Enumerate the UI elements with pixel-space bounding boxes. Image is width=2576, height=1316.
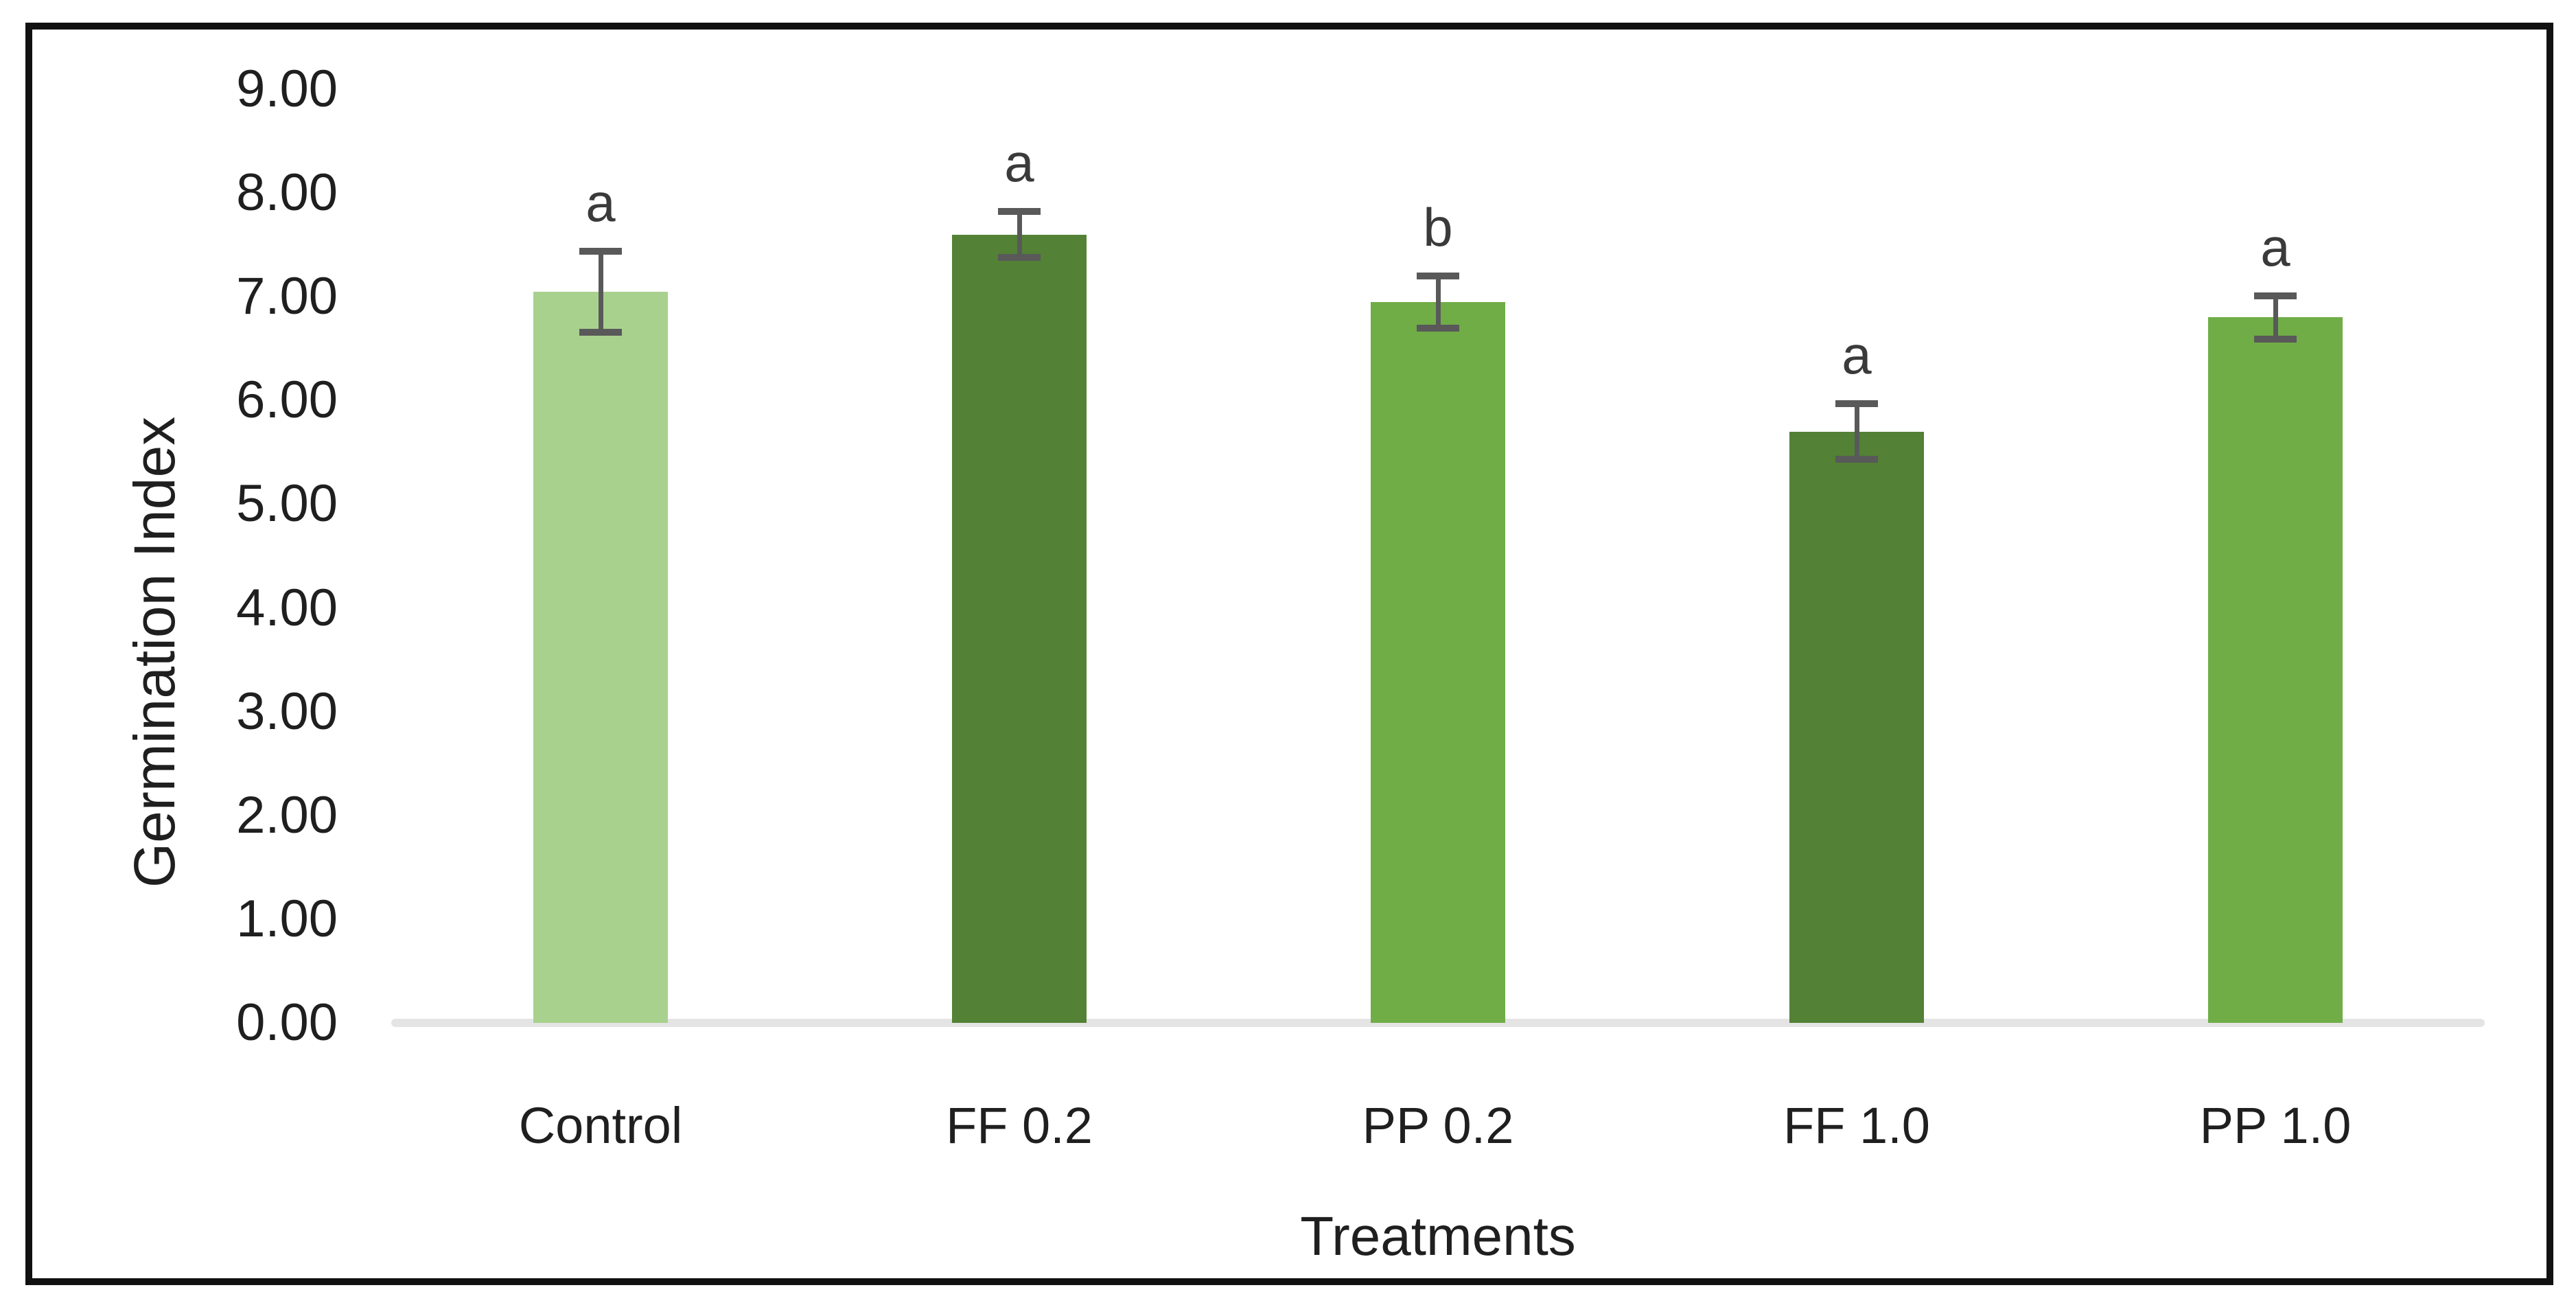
error-bar-line [2273,295,2278,340]
significance-letter: a [585,172,616,233]
error-bar-cap [2254,336,2297,343]
significance-letter: a [1004,132,1034,194]
error-bar-cap [579,247,622,255]
y-axis-tick-label: 3.00 [236,682,338,741]
bar-ff-0-2 [952,234,1087,1023]
error-bar-cap [1417,273,1459,279]
x-axis-category-label: FF 1.0 [1783,1097,1930,1154]
error-bar-cap [2254,292,2297,299]
x-axis-category-label: FF 0.2 [946,1097,1093,1154]
error-bar-cap [998,208,1041,216]
y-axis-tick-label: 0.00 [236,993,338,1052]
y-axis-tick-label: 6.00 [236,371,338,430]
bar-pp-0-2 [1371,301,1505,1023]
significance-letter: a [2260,216,2290,277]
y-axis-tick-label: 9.00 [236,60,338,118]
x-axis-category-label: PP 0.2 [1362,1097,1514,1154]
x-axis-category-label: PP 1.0 [2199,1097,2352,1154]
significance-letter: b [1423,197,1453,257]
y-axis-tick-label: 7.00 [236,267,338,326]
y-axis-tick-label: 2.00 [236,785,338,844]
significance-letter: a [1842,324,1872,385]
y-axis-tick-label: 4.00 [236,578,338,637]
x-axis-title: Treatments [1300,1205,1576,1267]
error-bar-line [598,251,603,332]
bar-pp-1-0 [2208,317,2343,1023]
error-bar-line [1435,276,1441,328]
y-axis-tick-label: 5.00 [236,474,338,533]
error-bar-line [1017,211,1022,257]
chart-frame [25,23,2553,1285]
error-bar-cap [579,328,622,336]
error-bar-line [1854,403,1859,460]
bar-ff-1-0 [1789,431,1924,1023]
y-axis-tick-label: 1.00 [236,889,338,948]
x-axis-baseline [391,1019,2485,1027]
error-bar-cap [1835,400,1878,407]
x-axis-category-label: Control [518,1097,683,1154]
error-bar-cap [1417,324,1459,332]
y-axis-tick-label: 8.00 [236,163,338,222]
bar-control [533,291,668,1023]
error-bar-cap [998,253,1041,261]
error-bar-cap [1835,456,1878,463]
